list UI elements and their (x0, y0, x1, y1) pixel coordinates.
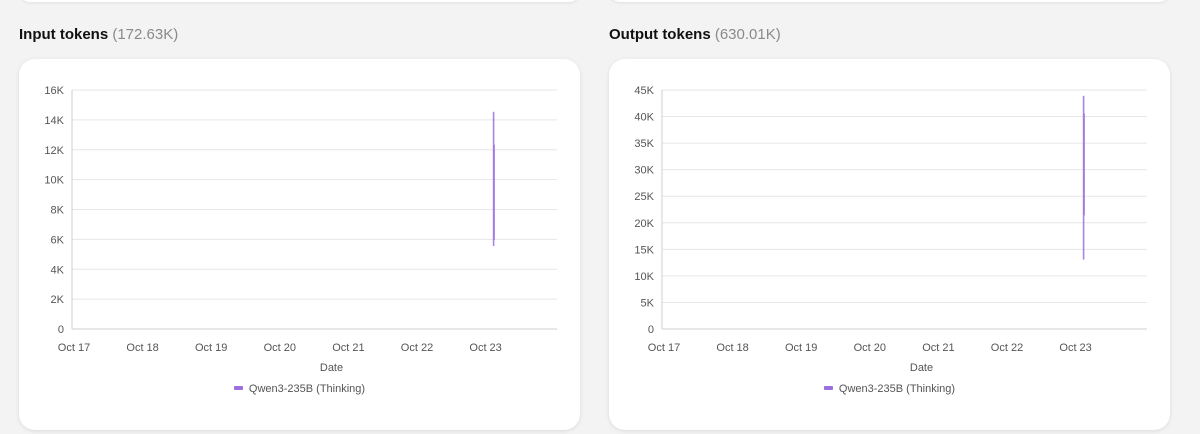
chart-legend[interactable]: Qwen3-235B (Thinking) (19, 383, 580, 395)
legend-label: Qwen3-235B (Thinking) (838, 383, 956, 395)
panel-title: Input tokens (19, 26, 109, 43)
y-tick-label: 30K (634, 165, 654, 177)
x-tick-label: Oct 19 (785, 342, 817, 354)
x-tick-label: Oct 17 (648, 342, 680, 354)
x-tick-label: Oct 17 (58, 342, 90, 354)
panel-title: Output tokens (609, 26, 711, 43)
top-card-right (609, 0, 1170, 2)
x-tick-label: Oct 23 (469, 342, 501, 354)
y-tick-label: 10K (44, 175, 64, 187)
x-axis-title: Date (910, 362, 933, 374)
input-tokens-card: 0 2K 4K 6K 8K 10K 12K 14K 16K Oct 17 Oct 18 Oct 19 O… (19, 59, 580, 430)
input-tokens-chart: 0 2K 4K 6K 8K 10K 12K 14K 16K Oct 17 Oct 18 Oct 19 O… (44, 85, 557, 374)
y-tick-label: 14K (44, 115, 64, 127)
panel-total: (172.63K) (112, 26, 179, 43)
x-tick-label: Oct 22 (401, 342, 433, 354)
chart-legend[interactable]: Qwen3-235B (Thinking) (609, 383, 1170, 395)
legend-label: Qwen3-235B (Thinking) (248, 383, 366, 395)
x-tick-label: Oct 23 (1059, 342, 1091, 354)
x-tick-label: Oct 21 (332, 342, 364, 354)
y-tick-label: 2K (51, 294, 65, 306)
y-tick-label: 40K (634, 112, 654, 124)
y-tick-label: 4K (51, 264, 65, 276)
top-card-left (19, 0, 580, 2)
y-tick-label: 0 (648, 324, 654, 336)
y-tick-label: 16K (44, 85, 64, 97)
output-tokens-heading: Output tokens (630.01K) (609, 26, 781, 43)
y-tick-label: 0 (58, 324, 64, 336)
input-tokens-heading: Input tokens (172.63K) (19, 26, 178, 43)
x-tick-label: Oct 18 (716, 342, 748, 354)
y-tick-label: 8K (51, 205, 65, 217)
legend-swatch (823, 386, 833, 391)
y-tick-label: 15K (634, 244, 654, 256)
y-tick-label: 12K (44, 145, 64, 157)
x-tick-label: Oct 21 (922, 342, 954, 354)
x-tick-label: Oct 19 (195, 342, 227, 354)
x-tick-label: Oct 22 (991, 342, 1023, 354)
legend-swatch (233, 386, 243, 391)
x-tick-label: Oct 18 (126, 342, 158, 354)
x-tick-label: Oct 20 (264, 342, 296, 354)
y-tick-label: 45K (634, 85, 654, 97)
y-tick-label: 5K (641, 297, 655, 309)
x-axis-title: Date (320, 362, 343, 374)
y-tick-label: 20K (634, 218, 654, 230)
output-tokens-chart: 0 5K 10K 15K 20K 25K 30K 35K 40K 45K Oct 17 Oct 18 O… (634, 85, 1147, 374)
y-tick-label: 6K (51, 234, 65, 246)
output-tokens-card: 0 5K 10K 15K 20K 25K 30K 35K 40K 45K Oct 17 Oct 18 O… (609, 59, 1170, 430)
x-tick-label: Oct 20 (854, 342, 886, 354)
y-tick-label: 35K (634, 138, 654, 150)
panel-total: (630.01K) (714, 26, 781, 43)
y-tick-label: 25K (634, 191, 654, 203)
y-tick-label: 10K (634, 271, 654, 283)
